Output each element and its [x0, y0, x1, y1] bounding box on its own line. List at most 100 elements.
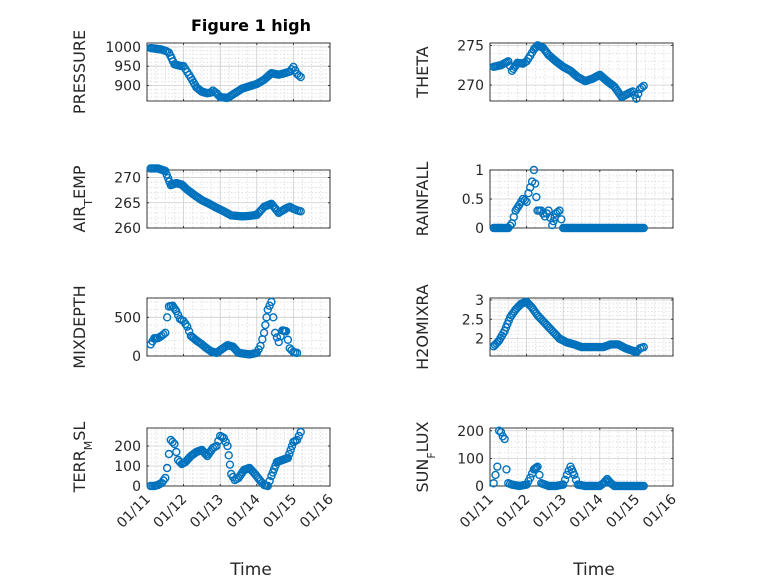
- y-axis-label-sub: T: [82, 199, 95, 207]
- data-point: [553, 207, 562, 217]
- data-point: [172, 306, 181, 316]
- data-point: [526, 473, 535, 482]
- panel-5: 0 500 MIXDEPTH: [70, 285, 331, 369]
- data-point: [491, 470, 500, 480]
- panel-3: 260 265 270 AIRTEMP: [70, 164, 331, 237]
- data-point: [223, 441, 232, 451]
- data-point: [294, 71, 304, 80]
- data-point: [632, 94, 641, 103]
- chart-title: Figure 1 high: [191, 16, 311, 35]
- data-point: [489, 479, 498, 488]
- y-tick-label: 500: [114, 310, 141, 326]
- data-point: [639, 342, 648, 352]
- data-point: [505, 221, 515, 230]
- y-axis-label-main: MIXDEPTH: [70, 285, 89, 368]
- axis-box: [146, 169, 331, 229]
- y-tick-label: 100: [114, 459, 141, 475]
- y-axis-label-rest: LUX: [413, 421, 432, 452]
- data-point: [493, 462, 502, 471]
- data-point: [285, 449, 294, 459]
- data-point: [162, 313, 172, 322]
- data-point: [532, 463, 541, 472]
- data-point: [292, 435, 302, 445]
- data-point: [296, 427, 305, 437]
- y-axis-label: PRESSURE: [70, 30, 89, 114]
- data-point: [296, 207, 305, 216]
- x-tick-label: 01/16: [640, 491, 680, 531]
- x-tick-label: 01/14: [567, 491, 607, 531]
- y-tick-label: 0: [132, 479, 141, 495]
- y-tick-label: 2.5: [462, 312, 484, 328]
- x-tick-label: 01/12: [151, 492, 191, 532]
- panel-8: 0 100 200 SUNFLUX 01/1101/1201/1301/1401/150…: [413, 421, 680, 531]
- y-axis-label-sub: M: [82, 441, 95, 451]
- data-point: [221, 437, 230, 447]
- y-axis-label-sub: F: [425, 452, 438, 458]
- y-axis-label-rest: SL: [70, 422, 89, 441]
- data-point: [639, 481, 648, 491]
- y-tick-label: 1000: [105, 40, 141, 56]
- y-axis-label-main: SUN: [413, 459, 432, 493]
- y-axis-label-main: RAINFALL: [413, 162, 432, 237]
- data-point: [535, 470, 544, 480]
- data-point: [219, 433, 229, 443]
- x-tick-label: 01/15: [603, 492, 643, 532]
- axis-box: [146, 42, 331, 102]
- data-point: [274, 337, 283, 347]
- data-point: [170, 439, 179, 449]
- data-point: [168, 437, 177, 447]
- y-tick-label: 260: [114, 221, 141, 237]
- data-point: [172, 447, 181, 457]
- y-axis-label: MIXDEPTH: [70, 285, 89, 368]
- y-axis-label: THETA: [413, 46, 432, 98]
- data-point: [529, 165, 539, 175]
- data-point: [206, 88, 216, 97]
- data-point: [259, 328, 269, 337]
- y-axis-label: AIRTEMP: [70, 165, 95, 232]
- data-point: [225, 460, 235, 469]
- y-tick-label: 270: [457, 78, 484, 94]
- data-point: [569, 470, 579, 480]
- y-axis-label-main: THETA: [413, 46, 432, 98]
- data-point: [183, 322, 192, 331]
- y-tick-label: 3: [475, 293, 484, 309]
- y-tick-label: 1: [475, 163, 484, 179]
- y-tick-label: 270: [114, 171, 141, 187]
- data-point: [532, 192, 541, 202]
- data-point: [500, 434, 509, 444]
- data-point: [212, 441, 221, 451]
- x-tick-label: 01/14: [224, 491, 264, 531]
- data-point: [294, 431, 304, 441]
- data-point: [263, 305, 272, 314]
- data-point: [161, 473, 170, 483]
- data-point: [263, 481, 272, 491]
- data-point: [548, 220, 557, 230]
- panel-7: 0 100 200 TERRMSL 01/1101/1201/1301/1401/150…: [70, 422, 337, 532]
- data-point: [159, 330, 168, 339]
- y-tick-label: 0.5: [462, 192, 484, 208]
- data-point: [296, 72, 305, 82]
- panel-2: 270 275 THETA: [413, 38, 674, 103]
- data-point: [559, 480, 568, 489]
- y-axis-label-rest: EMP: [70, 165, 89, 199]
- data-point: [639, 223, 648, 233]
- x-tick-label: 01/11: [114, 492, 154, 532]
- data-point: [502, 465, 511, 474]
- y-tick-label: 0: [132, 349, 141, 365]
- y-tick-label: 0: [475, 221, 484, 237]
- data-point: [224, 451, 233, 460]
- data-point: [287, 65, 296, 74]
- x-tick-label: 01/12: [494, 492, 534, 532]
- data-point: [560, 475, 570, 484]
- data-point: [283, 335, 293, 344]
- data-point: [530, 179, 540, 188]
- y-axis-label-main: PRESSURE: [70, 30, 89, 114]
- data-point: [265, 301, 274, 310]
- data-point: [504, 57, 513, 66]
- panel-4: 0 0.5 1 RAINFALL: [413, 162, 674, 237]
- data-point: [634, 89, 643, 99]
- data-point: [555, 206, 564, 215]
- panel-1: 900 950 1000 PRESSURE: [70, 30, 331, 114]
- x-tick-label: 01/13: [187, 492, 227, 532]
